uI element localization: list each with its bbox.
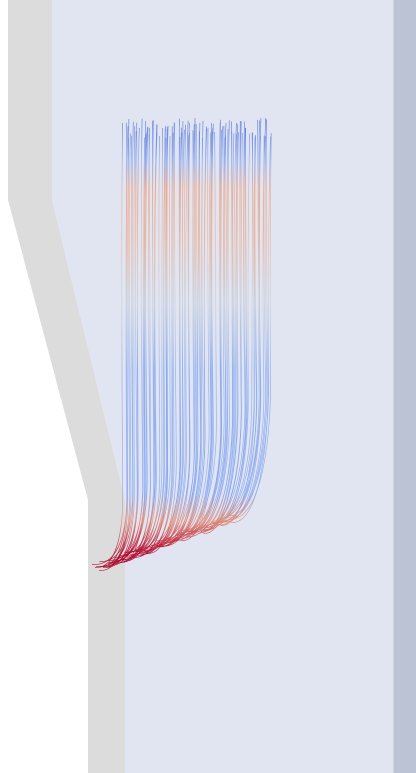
streamline <box>225 136 271 517</box>
streamline <box>179 132 212 537</box>
streamlines <box>91 118 272 571</box>
streamline <box>126 136 161 558</box>
streamline <box>135 136 171 551</box>
streamline <box>118 134 148 558</box>
streamline <box>223 135 266 521</box>
streamline <box>175 127 210 536</box>
streamline <box>124 127 163 553</box>
streamline <box>94 122 124 568</box>
streamline <box>108 122 139 564</box>
streamline <box>113 118 143 562</box>
streamline <box>156 124 186 547</box>
streamline <box>218 119 260 523</box>
streamline <box>99 122 129 571</box>
right-boundary <box>393 0 416 773</box>
streamline <box>99 135 134 562</box>
streamline <box>105 126 136 568</box>
streamline <box>201 121 233 528</box>
streamline <box>105 131 138 566</box>
streamline <box>160 122 191 547</box>
streamline <box>166 120 204 542</box>
streamline <box>188 120 230 533</box>
streamline <box>173 123 213 541</box>
streamline <box>133 137 166 552</box>
streamline <box>114 127 149 559</box>
streamline <box>144 132 183 551</box>
streamline <box>220 134 256 526</box>
streamline <box>222 118 267 523</box>
streamline <box>175 131 217 535</box>
streamline <box>169 122 201 540</box>
streamline <box>102 137 131 568</box>
streamline <box>141 125 169 553</box>
streamline <box>126 125 158 557</box>
streamline <box>211 137 258 523</box>
streamline <box>217 135 261 524</box>
streamline <box>185 125 226 533</box>
streamline <box>185 137 227 536</box>
streamline <box>149 132 190 548</box>
streamline <box>167 126 207 542</box>
streamline <box>155 120 189 548</box>
streamline <box>228 133 272 520</box>
streamline <box>102 133 132 567</box>
streamline <box>188 129 229 533</box>
streamline <box>153 129 185 547</box>
streamline <box>225 120 262 523</box>
streamline <box>140 132 174 555</box>
streamline <box>156 118 197 544</box>
streamline <box>204 133 239 528</box>
streamline <box>200 122 237 532</box>
streamline <box>121 124 158 561</box>
streamline <box>114 134 151 564</box>
wall <box>8 0 125 773</box>
streamline <box>166 124 199 539</box>
streamline <box>212 133 251 524</box>
streamline <box>203 128 246 526</box>
streamline <box>96 121 134 567</box>
streamline <box>107 137 145 561</box>
streamline <box>99 118 130 568</box>
streamline <box>111 127 140 566</box>
streamline <box>202 121 242 531</box>
